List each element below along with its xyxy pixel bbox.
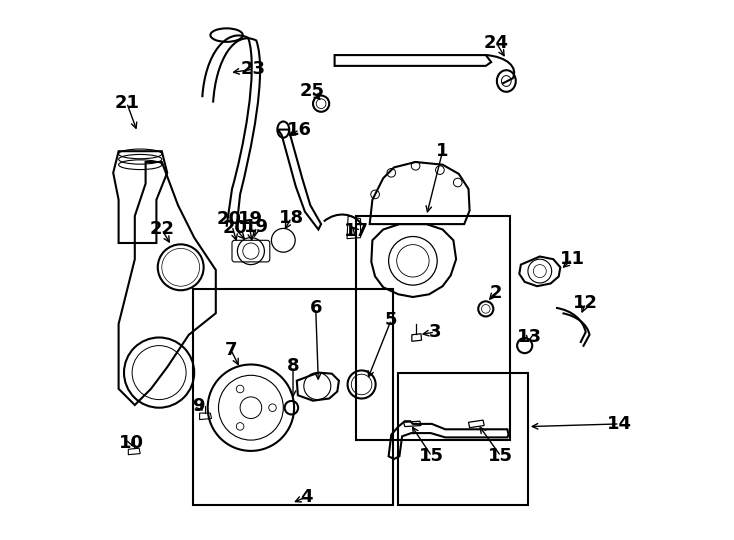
Text: 4: 4 [300,488,313,506]
Text: 5: 5 [385,310,398,329]
Text: 17: 17 [344,222,368,240]
Text: 13: 13 [517,328,542,347]
Text: 6: 6 [310,299,322,317]
Text: 14: 14 [607,415,632,433]
Text: 21: 21 [115,93,139,112]
Text: 10: 10 [118,434,144,452]
Text: 11: 11 [560,250,585,268]
Text: 15: 15 [488,447,513,465]
Text: 20: 20 [217,210,241,228]
Text: 19: 19 [244,218,269,236]
Bar [399,373,528,505]
Text: 1: 1 [436,142,449,160]
Text: 8: 8 [287,357,299,375]
Text: 25: 25 [299,82,324,100]
Text: 18: 18 [279,208,304,227]
Bar [193,289,393,505]
Text: 15: 15 [419,447,444,465]
Text: 23: 23 [241,60,266,78]
Text: 24: 24 [484,34,509,52]
Bar [356,216,510,440]
Text: 7: 7 [225,341,237,359]
Text: 19: 19 [239,210,264,228]
Text: 12: 12 [573,294,598,313]
Text: 16: 16 [287,120,312,139]
Text: 2: 2 [490,284,502,302]
Text: 9: 9 [192,397,205,415]
Text: 20: 20 [222,219,247,237]
Text: 22: 22 [149,220,174,239]
Text: 3: 3 [429,323,441,341]
